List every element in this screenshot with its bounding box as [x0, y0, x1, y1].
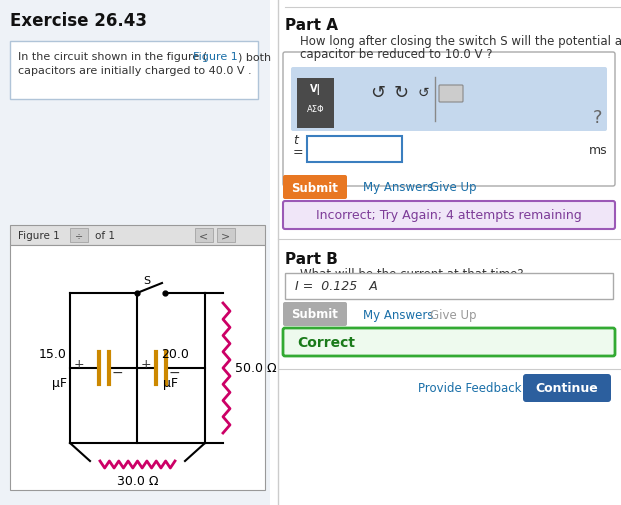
- FancyBboxPatch shape: [291, 68, 607, 132]
- Text: AΣΦ: AΣΦ: [307, 105, 324, 113]
- Text: ÷: ÷: [75, 231, 83, 240]
- Text: My Answers: My Answers: [363, 308, 433, 321]
- Text: Part A: Part A: [285, 18, 338, 33]
- FancyBboxPatch shape: [10, 226, 265, 245]
- Text: ms: ms: [589, 143, 608, 156]
- Text: >: >: [221, 231, 230, 240]
- Text: 30.0 Ω: 30.0 Ω: [117, 474, 158, 487]
- FancyBboxPatch shape: [297, 99, 334, 119]
- Text: Provide Feedback: Provide Feedback: [417, 381, 521, 394]
- Text: +: +: [141, 358, 152, 371]
- Text: =: =: [293, 146, 304, 159]
- FancyBboxPatch shape: [285, 274, 613, 299]
- FancyBboxPatch shape: [195, 229, 213, 242]
- Text: ↻: ↻: [394, 84, 409, 102]
- Text: <: <: [199, 231, 209, 240]
- Text: How long after closing the switch S will the potential across each: How long after closing the switch S will…: [300, 35, 621, 48]
- FancyBboxPatch shape: [297, 119, 334, 129]
- Text: Incorrect; Try Again; 4 attempts remaining: Incorrect; Try Again; 4 attempts remaini…: [316, 209, 582, 222]
- Text: Figure 1: Figure 1: [193, 52, 238, 62]
- FancyBboxPatch shape: [439, 86, 463, 103]
- Text: ↺: ↺: [417, 86, 429, 100]
- Text: I =  0.125   A: I = 0.125 A: [295, 280, 378, 293]
- FancyBboxPatch shape: [307, 137, 402, 163]
- Text: −: −: [169, 365, 181, 379]
- Text: 50.0 Ω: 50.0 Ω: [235, 362, 276, 375]
- Text: V|: V|: [310, 83, 321, 94]
- Text: of 1: of 1: [95, 231, 115, 240]
- Text: t: t: [293, 133, 298, 146]
- Text: Correct: Correct: [297, 335, 355, 349]
- FancyBboxPatch shape: [283, 201, 615, 230]
- Text: What will be the current at that time?: What will be the current at that time?: [300, 268, 524, 280]
- Text: My Answers: My Answers: [363, 181, 433, 194]
- Text: S: S: [143, 275, 150, 285]
- Text: ?: ?: [592, 109, 602, 127]
- Text: +: +: [74, 358, 84, 371]
- FancyBboxPatch shape: [283, 302, 347, 326]
- FancyBboxPatch shape: [10, 42, 258, 100]
- Text: 20.0: 20.0: [161, 347, 189, 360]
- Text: Submit: Submit: [292, 308, 338, 321]
- Text: Submit: Submit: [292, 181, 338, 194]
- Text: Give Up: Give Up: [430, 308, 476, 321]
- Text: Part B: Part B: [285, 251, 338, 267]
- Text: Exercise 26.43: Exercise 26.43: [10, 12, 147, 30]
- FancyBboxPatch shape: [297, 79, 334, 99]
- FancyBboxPatch shape: [283, 176, 347, 199]
- FancyBboxPatch shape: [283, 53, 615, 187]
- FancyBboxPatch shape: [70, 229, 88, 242]
- Text: In the circuit shown in the figure (: In the circuit shown in the figure (: [18, 52, 207, 62]
- FancyBboxPatch shape: [283, 328, 615, 357]
- Text: Figure 1: Figure 1: [18, 231, 60, 240]
- Text: µF: µF: [163, 376, 178, 389]
- Text: capacitors are initially charged to 40.0 V .: capacitors are initially charged to 40.0…: [18, 66, 252, 76]
- Text: ) both: ) both: [238, 52, 271, 62]
- FancyBboxPatch shape: [523, 374, 611, 402]
- FancyBboxPatch shape: [217, 229, 235, 242]
- Text: ↺: ↺: [371, 84, 386, 102]
- FancyBboxPatch shape: [10, 245, 265, 490]
- Text: 15.0: 15.0: [39, 347, 67, 360]
- Text: Continue: Continue: [536, 382, 599, 395]
- Text: Give Up: Give Up: [430, 181, 476, 194]
- Text: −: −: [112, 365, 123, 379]
- Text: µF: µF: [52, 376, 67, 389]
- Text: capacitor be reduced to 10.0 V ?: capacitor be reduced to 10.0 V ?: [300, 48, 492, 61]
- FancyBboxPatch shape: [0, 0, 270, 505]
